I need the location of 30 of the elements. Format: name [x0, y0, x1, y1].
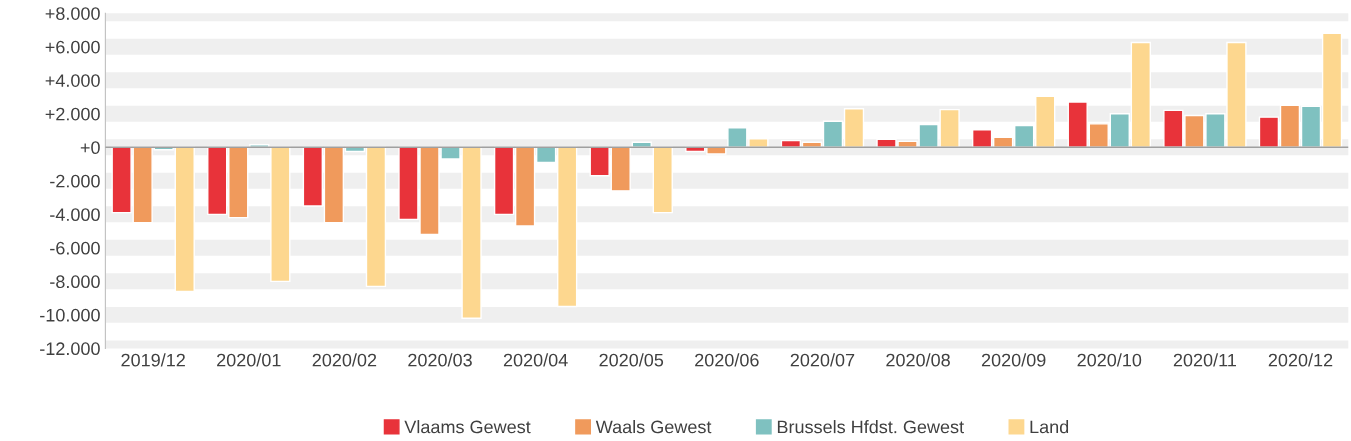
legend-label: Waals Gewest — [595, 420, 712, 434]
x-tick-label: 2020/01 — [217, 353, 281, 367]
legend-label: Vlaams Gewest — [404, 420, 531, 434]
x-tick-label: 2020/09 — [981, 353, 1046, 367]
legend-label: Brussels Hfdst. Gewest — [777, 420, 964, 434]
x-tick-label: 2020/10 — [1077, 353, 1142, 367]
y-tick-label: -8.000 — [50, 275, 100, 289]
y-tick-label: +4.000 — [45, 74, 100, 87]
x-tick-label: 2020/11 — [1173, 353, 1236, 367]
y-tick-label: -4.000 — [50, 208, 100, 222]
y-tick-label: +0 — [80, 141, 100, 155]
bar — [270, 146, 291, 283]
x-tick-label: 2020/07 — [790, 353, 855, 367]
y-tick-label: -10.000 — [40, 308, 100, 322]
y-tick-label: -12.000 — [40, 342, 100, 356]
y-tick-label: +6.000 — [45, 40, 100, 54]
x-tick-label: 2019/12 — [121, 353, 185, 367]
x-tick-label: 2020/04 — [503, 353, 568, 367]
y-tick-label: -2.000 — [50, 174, 100, 188]
legend-label: Land — [1030, 420, 1069, 434]
x-tick-label: 2020/12 — [1268, 353, 1333, 367]
x-tick-label: 2020/06 — [695, 353, 759, 367]
x-tick-label: 2020/02 — [312, 353, 377, 367]
x-tick-label: 2020/05 — [599, 353, 664, 367]
x-tick-label: 2020/08 — [886, 353, 950, 367]
x-tick-label: 2020/03 — [408, 353, 472, 367]
bar — [652, 146, 673, 214]
y-tick-label: +2.000 — [45, 107, 100, 121]
y-tick-label: -6.000 — [50, 241, 100, 255]
y-tick-label: +8.000 — [45, 7, 100, 20]
